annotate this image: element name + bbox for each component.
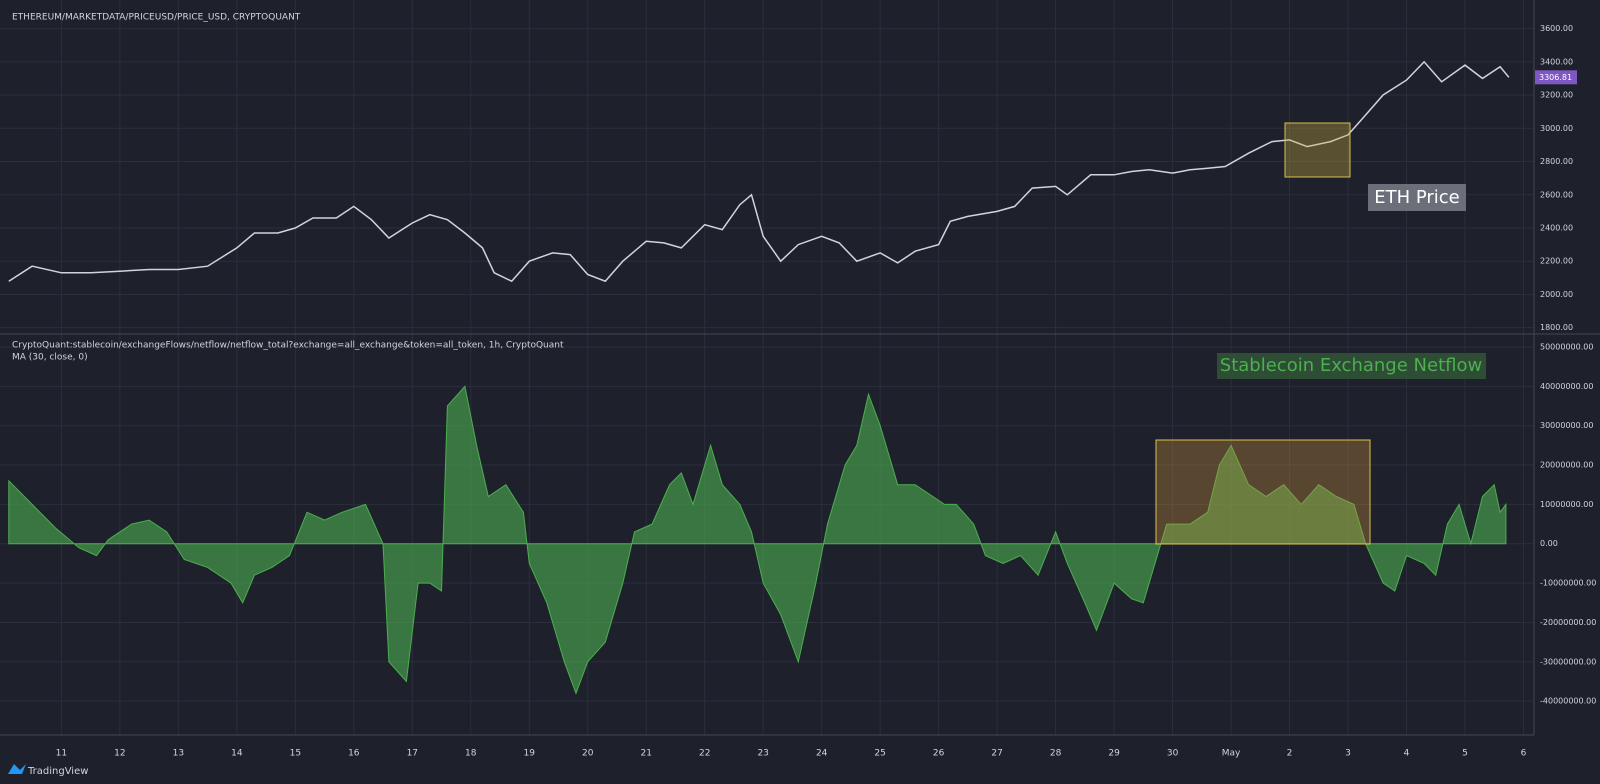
- brand[interactable]: TradingView: [27, 766, 88, 777]
- x-tick-label: 18: [465, 749, 477, 759]
- last-price-label: 3306.81: [1539, 73, 1572, 82]
- y-tick-label: 2400.00: [1540, 223, 1573, 232]
- y-tick-label: 3600.00: [1540, 24, 1573, 33]
- x-tick-label: 5: [1462, 749, 1468, 759]
- x-tick-label: 2: [1287, 749, 1293, 759]
- annotation-box: [1368, 184, 1466, 211]
- pane-title: CryptoQuant:stablecoin/exchangeFlows/net…: [12, 341, 564, 351]
- y-tick-label: 10000000.00: [1540, 500, 1593, 509]
- y-tick-label: -20000000.00: [1540, 618, 1596, 627]
- y-tick-label: 40000000.00: [1540, 382, 1593, 391]
- x-tick-label: 6: [1521, 749, 1527, 759]
- x-tick-label: 13: [173, 749, 184, 759]
- highlight-box: [1155, 439, 1371, 545]
- x-tick-label: May: [1222, 749, 1241, 759]
- y-tick-label: 2600.00: [1540, 190, 1573, 199]
- x-tick-label: 14: [231, 749, 243, 759]
- highlight-box: [1284, 122, 1351, 178]
- x-tick-label: 29: [1108, 749, 1120, 759]
- x-tick-label: 30: [1167, 749, 1179, 759]
- y-tick-label: 30000000.00: [1540, 421, 1593, 430]
- x-tick-label: 12: [114, 749, 125, 759]
- x-tick-label: 24: [816, 749, 828, 759]
- pane-subtitle: MA (30, close, 0): [12, 353, 88, 363]
- x-tick-label: 16: [348, 749, 360, 759]
- x-tick-label: 25: [874, 749, 885, 759]
- x-tick-label: 21: [640, 749, 651, 759]
- y-tick-label: 2200.00: [1540, 257, 1573, 266]
- y-tick-label: -10000000.00: [1540, 579, 1596, 588]
- y-tick-label: 3400.00: [1540, 57, 1573, 66]
- y-tick-label: 20000000.00: [1540, 461, 1593, 470]
- annotation-box: [1217, 353, 1486, 379]
- y-tick-label: 2800.00: [1540, 157, 1573, 166]
- x-tick-label: 27: [991, 749, 1002, 759]
- x-tick-label: 26: [933, 749, 945, 759]
- marks-layer: [8, 60, 1510, 695]
- x-tick-label: 11: [56, 749, 67, 759]
- annotation: ETH Price: [1374, 187, 1460, 208]
- brand-logo: [8, 764, 26, 774]
- x-tick-label: 3: [1345, 749, 1351, 759]
- last-price-box: [1535, 70, 1577, 85]
- annotation: Stablecoin Exchange Netflow: [1220, 355, 1482, 376]
- netflow-area: [8, 385, 1507, 695]
- price-line: [8, 60, 1510, 283]
- pane-title: ETHEREUM/MARKETDATA/PRICEUSD/PRICE_USD, …: [12, 13, 301, 23]
- y-tick-label: 50000000.00: [1540, 342, 1593, 351]
- y-tick-label: 0.00: [1540, 539, 1558, 548]
- y-tick-label: 1800.00: [1540, 323, 1573, 332]
- x-tick-label: 22: [699, 749, 710, 759]
- y-tick-label: 2000.00: [1540, 290, 1573, 299]
- y-tick-label: 3200.00: [1540, 91, 1573, 100]
- y-tick-label: -30000000.00: [1540, 657, 1596, 666]
- x-tick-label: 17: [407, 749, 418, 759]
- x-tick-label: 20: [582, 749, 594, 759]
- y-tick-label: 3000.00: [1540, 124, 1573, 133]
- x-tick-label: 28: [1050, 749, 1062, 759]
- x-tick-label: 19: [524, 749, 536, 759]
- x-tick-label: 23: [757, 749, 768, 759]
- x-tick-label: 4: [1404, 749, 1410, 759]
- y-tick-label: -40000000.00: [1540, 697, 1596, 706]
- x-tick-label: 15: [290, 749, 301, 759]
